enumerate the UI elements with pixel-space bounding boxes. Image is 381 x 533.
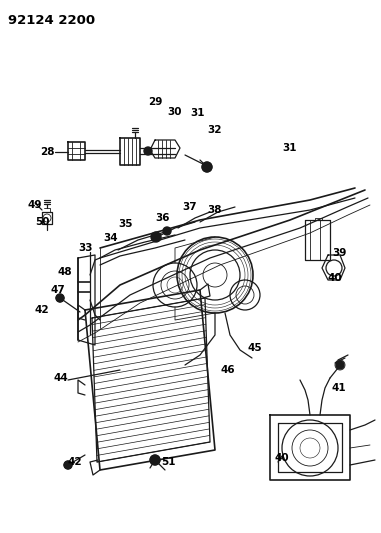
Text: 40: 40	[328, 273, 343, 283]
Text: 51: 51	[161, 457, 175, 467]
Text: 37: 37	[182, 202, 197, 212]
Text: 33: 33	[78, 243, 93, 253]
Text: 44: 44	[53, 373, 68, 383]
Text: 41: 41	[332, 383, 347, 393]
Text: 29: 29	[148, 97, 162, 107]
Text: 28: 28	[40, 147, 55, 157]
Circle shape	[64, 461, 72, 469]
Text: 36: 36	[156, 213, 170, 223]
Text: 42: 42	[35, 305, 49, 315]
Text: 31: 31	[191, 108, 205, 118]
Text: 45: 45	[248, 343, 262, 353]
Circle shape	[151, 232, 161, 242]
Text: 46: 46	[221, 365, 235, 375]
Text: 39: 39	[332, 248, 346, 258]
Circle shape	[163, 227, 171, 235]
Circle shape	[336, 361, 344, 369]
Text: 48: 48	[58, 267, 72, 277]
Text: 92124 2200: 92124 2200	[8, 14, 95, 27]
Text: 34: 34	[103, 233, 118, 243]
Text: 38: 38	[208, 205, 222, 215]
Text: 40: 40	[275, 453, 289, 463]
Circle shape	[144, 147, 152, 155]
Circle shape	[56, 294, 64, 302]
Text: 47: 47	[50, 285, 65, 295]
Circle shape	[202, 162, 212, 172]
Text: 31: 31	[283, 143, 297, 153]
Text: 42: 42	[68, 457, 82, 467]
Text: 32: 32	[208, 125, 222, 135]
Text: 50: 50	[35, 217, 49, 227]
Text: 30: 30	[168, 107, 182, 117]
Text: 49: 49	[27, 200, 42, 210]
Circle shape	[150, 455, 160, 465]
Text: 35: 35	[118, 219, 133, 229]
